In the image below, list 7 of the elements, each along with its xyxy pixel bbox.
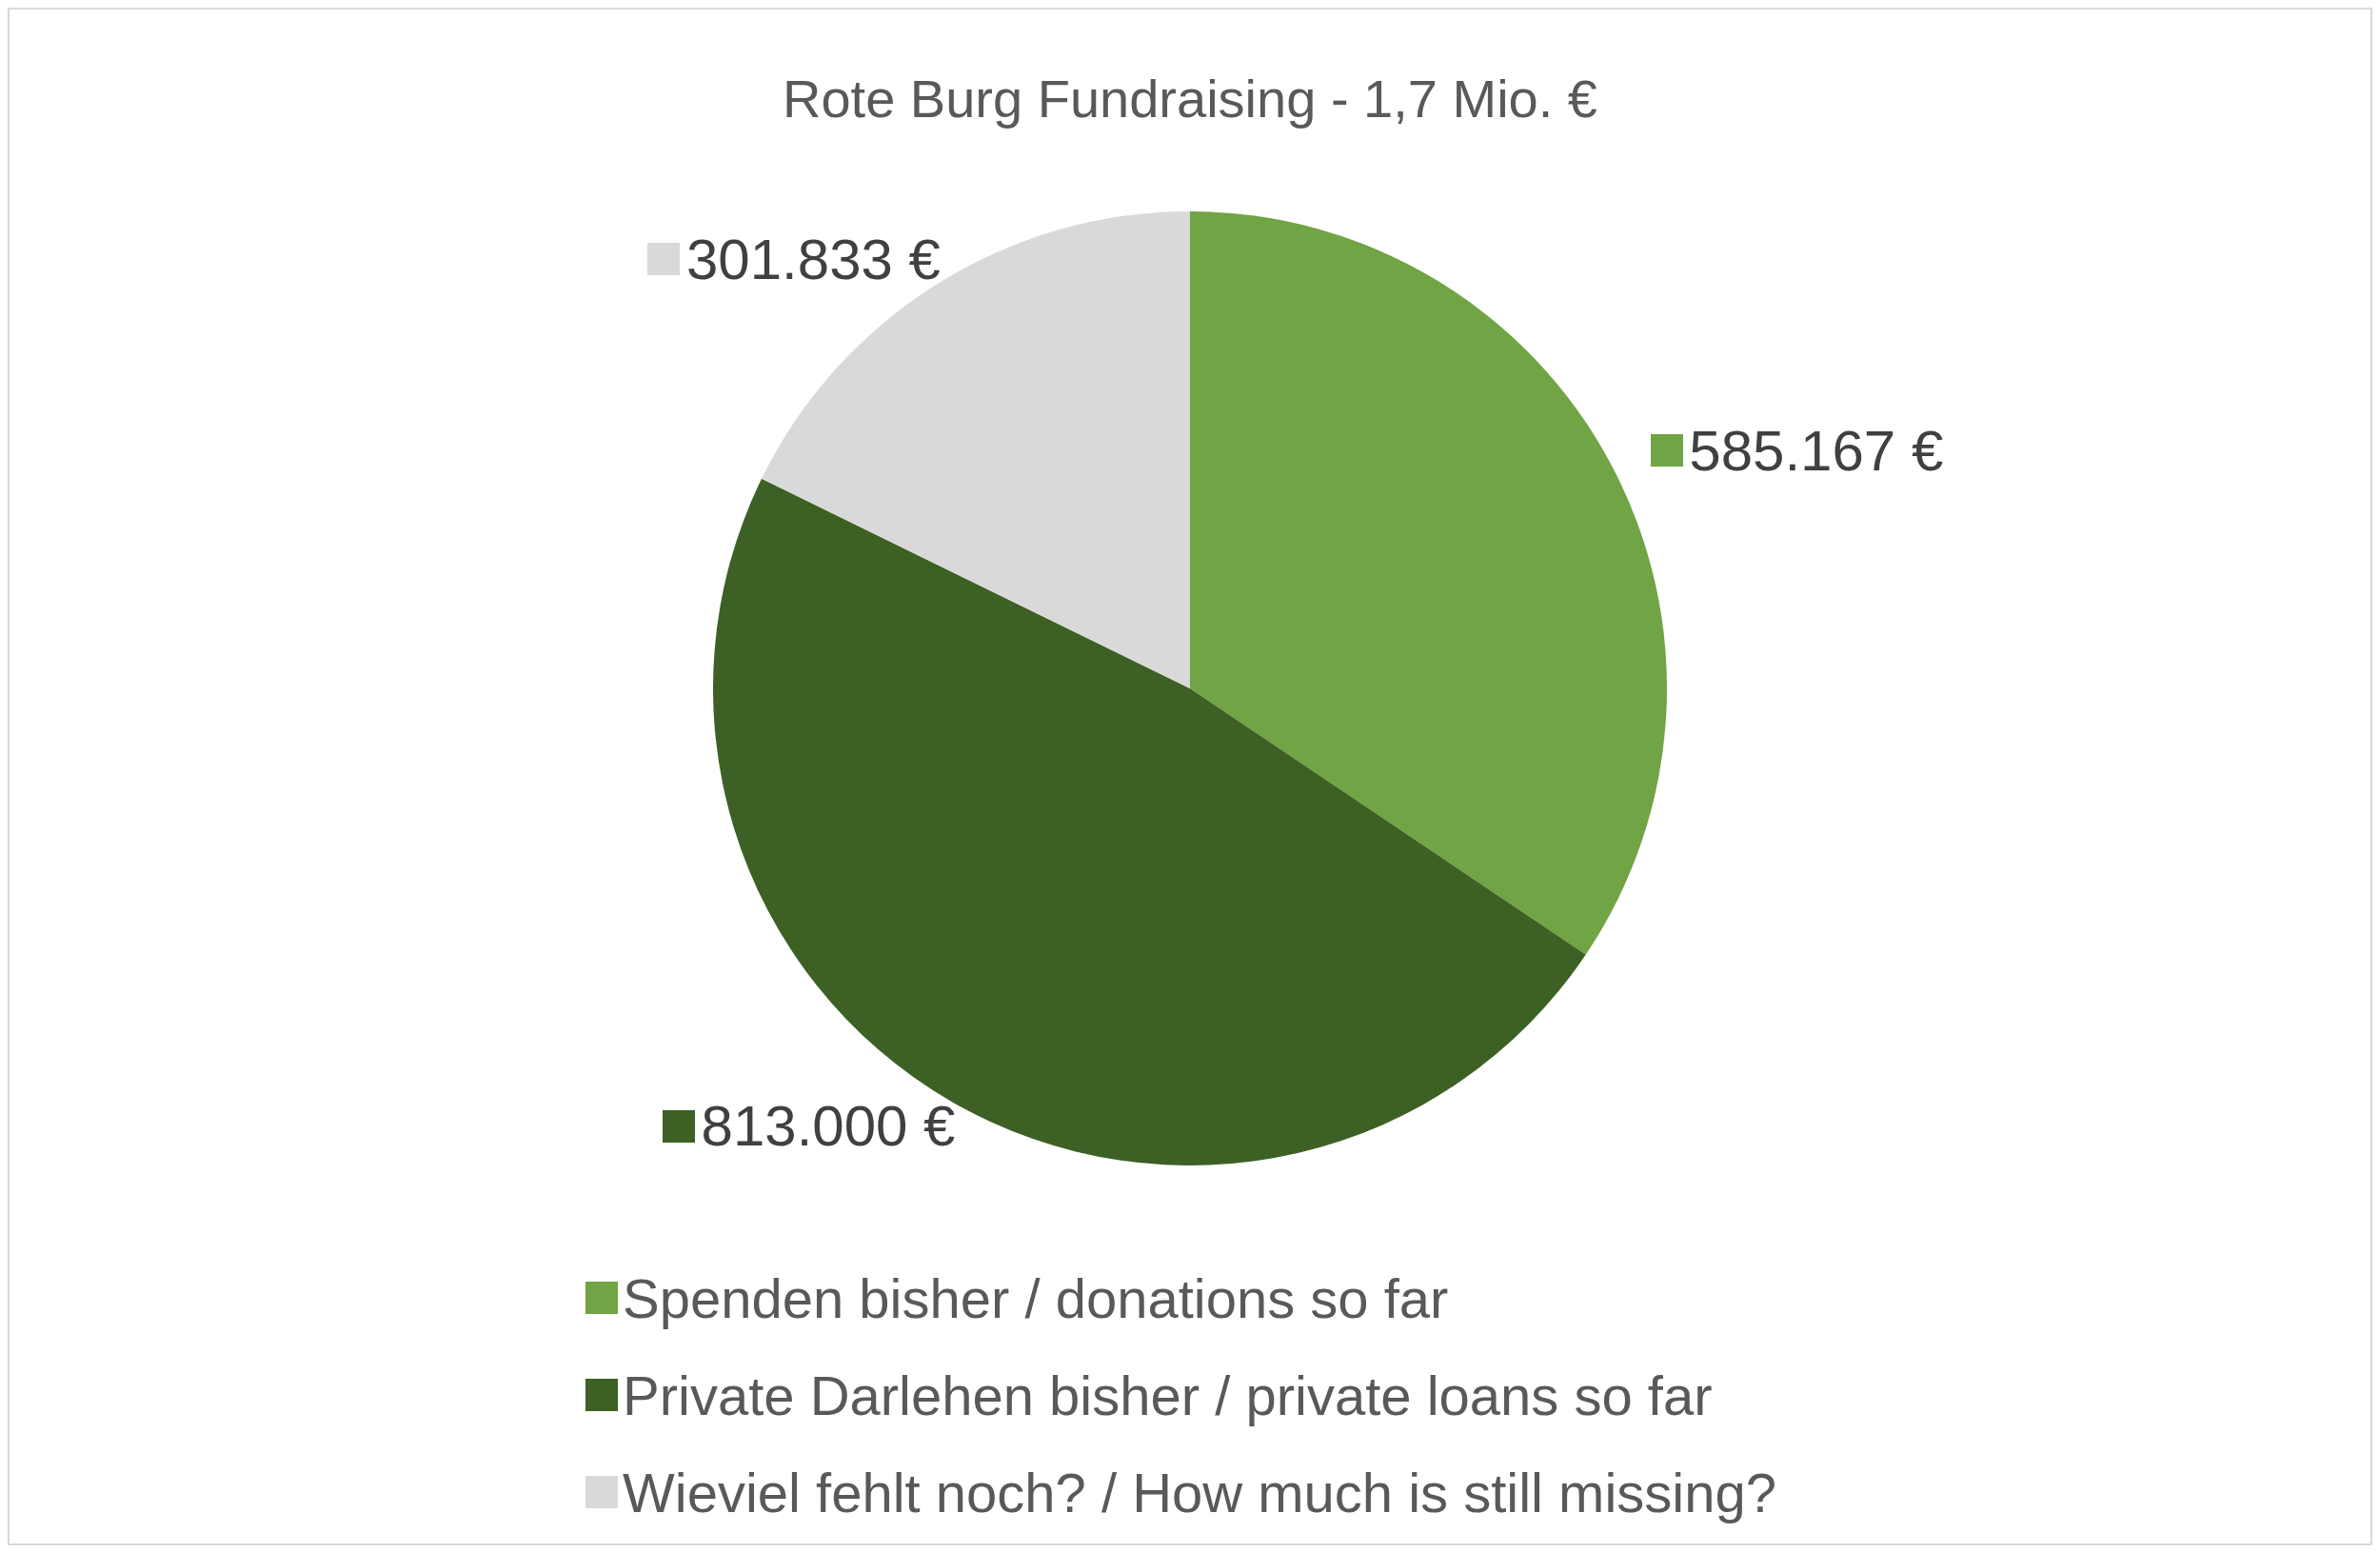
legend-label: Wieviel fehlt noch? / How much is still missing? bbox=[623, 1461, 1776, 1523]
data-label: 301.833 € bbox=[686, 227, 941, 291]
data-label: 813.000 € bbox=[701, 1094, 956, 1159]
data-label: 585.167 € bbox=[1689, 418, 1944, 483]
legend-label: Spenden bisher / donations so far bbox=[623, 1266, 1449, 1329]
chart-title: Rote Burg Fundraising - 1,7 Mio. € bbox=[783, 68, 1597, 129]
legend-label: Private Darlehen bisher / private loans so far bbox=[623, 1364, 1713, 1426]
